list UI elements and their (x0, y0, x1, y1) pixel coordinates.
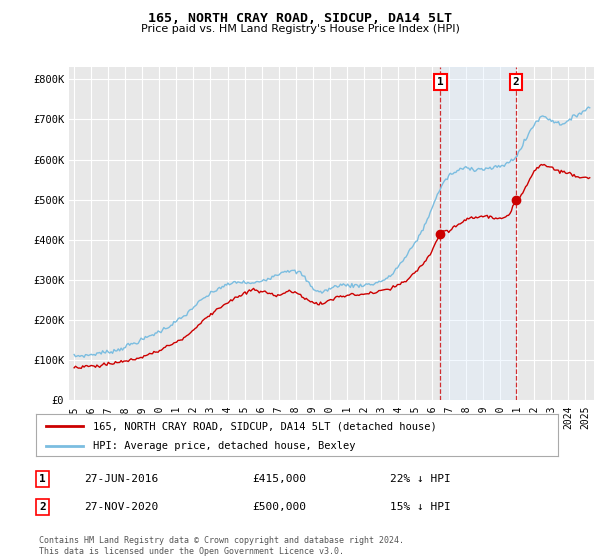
Text: Price paid vs. HM Land Registry's House Price Index (HPI): Price paid vs. HM Land Registry's House … (140, 24, 460, 34)
Text: 2: 2 (39, 502, 46, 512)
Text: 1: 1 (39, 474, 46, 484)
Text: £500,000: £500,000 (252, 502, 306, 512)
Text: Contains HM Land Registry data © Crown copyright and database right 2024.
This d: Contains HM Land Registry data © Crown c… (39, 536, 404, 556)
Text: 2: 2 (512, 77, 519, 87)
Text: 27-NOV-2020: 27-NOV-2020 (84, 502, 158, 512)
Text: HPI: Average price, detached house, Bexley: HPI: Average price, detached house, Bexl… (94, 441, 356, 451)
Text: 165, NORTH CRAY ROAD, SIDCUP, DA14 5LT (detached house): 165, NORTH CRAY ROAD, SIDCUP, DA14 5LT (… (94, 421, 437, 431)
Text: 15% ↓ HPI: 15% ↓ HPI (390, 502, 451, 512)
Text: 165, NORTH CRAY ROAD, SIDCUP, DA14 5LT: 165, NORTH CRAY ROAD, SIDCUP, DA14 5LT (148, 12, 452, 25)
Text: 1: 1 (437, 77, 444, 87)
Text: 22% ↓ HPI: 22% ↓ HPI (390, 474, 451, 484)
Bar (440, 67, 516, 400)
Text: 27-JUN-2016: 27-JUN-2016 (84, 474, 158, 484)
Text: £415,000: £415,000 (252, 474, 306, 484)
